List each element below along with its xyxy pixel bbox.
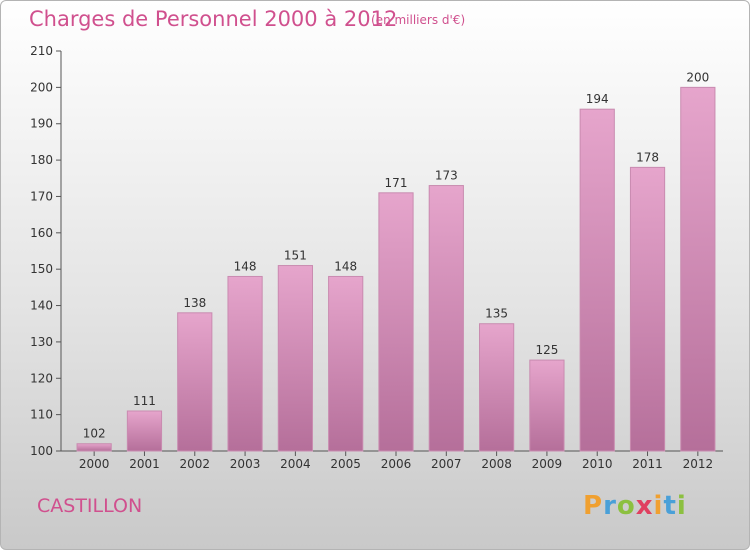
x-tick-label: 2003 <box>230 457 261 471</box>
logo-letter: P <box>583 491 604 521</box>
data-label: 135 <box>485 307 508 321</box>
x-tick-label: 2002 <box>179 457 210 471</box>
logo-letter: x <box>635 491 654 521</box>
bar <box>428 185 464 452</box>
y-tick-label: 150 <box>30 262 53 276</box>
proxiti-logo: Proxiti <box>583 491 687 521</box>
x-tick-label: 2010 <box>582 457 613 471</box>
x-tick-label: 2001 <box>129 457 160 471</box>
logo-letter: o <box>616 491 636 521</box>
data-label: 125 <box>535 343 558 357</box>
logo-letter: t <box>663 491 677 521</box>
bar <box>378 192 414 452</box>
y-tick-label: 190 <box>30 117 53 131</box>
data-label: 200 <box>686 70 709 84</box>
y-tick-label: 210 <box>30 44 53 58</box>
logo-letter: r <box>603 491 617 521</box>
y-tick-label: 130 <box>30 335 53 349</box>
y-tick-label: 160 <box>30 226 53 240</box>
data-label: 138 <box>183 296 206 310</box>
data-label: 102 <box>83 427 106 441</box>
bar <box>680 86 716 452</box>
data-label: 111 <box>133 394 156 408</box>
x-tick-label: 2008 <box>481 457 512 471</box>
x-tick-label: 2000 <box>79 457 110 471</box>
x-tick-label: 2006 <box>381 457 412 471</box>
logo-letter: i <box>653 491 664 521</box>
bar <box>479 323 515 452</box>
x-tick-label: 2011 <box>632 457 663 471</box>
data-label: 148 <box>334 259 357 273</box>
data-label: 173 <box>435 169 458 183</box>
x-tick-label: 2004 <box>280 457 311 471</box>
bar <box>328 275 364 452</box>
y-tick-label: 120 <box>30 371 53 385</box>
commune-name: CASTILLON <box>37 495 143 517</box>
data-label: 178 <box>636 150 659 164</box>
bar <box>277 265 313 452</box>
y-tick-label: 180 <box>30 153 53 167</box>
bar <box>579 108 615 452</box>
y-tick-label: 140 <box>30 299 53 313</box>
bar <box>126 410 163 452</box>
bar <box>76 443 112 452</box>
data-label: 148 <box>234 259 257 273</box>
x-tick-label: 2007 <box>431 457 462 471</box>
bar <box>177 312 213 452</box>
y-tick-label: 200 <box>30 80 53 94</box>
y-tick-label: 170 <box>30 189 53 203</box>
bar <box>227 275 263 452</box>
x-tick-label: 2009 <box>532 457 563 471</box>
bar <box>629 166 666 452</box>
x-tick-label: 2005 <box>330 457 361 471</box>
data-label: 194 <box>586 92 609 106</box>
bar <box>529 359 565 452</box>
data-label: 171 <box>385 176 408 190</box>
data-label: 151 <box>284 249 307 263</box>
y-tick-label: 110 <box>30 408 53 422</box>
logo-letter: i <box>676 491 687 521</box>
chart-title: Charges de Personnel 2000 à 2012 <box>29 7 398 31</box>
y-tick-label: 100 <box>30 444 53 458</box>
chart-subtitle: (en milliers d'€) <box>371 13 466 27</box>
x-tick-label: 2012 <box>683 457 714 471</box>
